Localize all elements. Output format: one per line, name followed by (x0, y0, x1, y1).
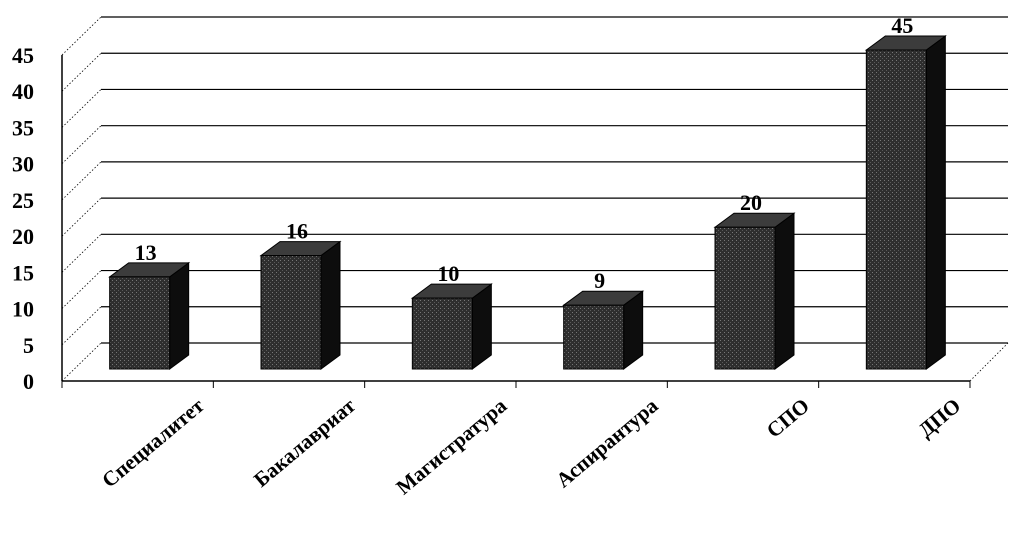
y-tick-label: 30 (12, 152, 34, 177)
bar (259, 240, 342, 370)
category-label: Магистратура (391, 393, 511, 499)
bar (864, 35, 947, 370)
gridline-diagonal (61, 234, 102, 273)
floor-edge (969, 342, 1009, 382)
gridline-diagonal (61, 306, 102, 346)
bar (562, 290, 645, 370)
bar (108, 261, 191, 370)
data-label: 20 (740, 190, 762, 215)
y-tick-label: 35 (12, 115, 34, 140)
y-tick-label: 5 (23, 333, 34, 358)
bar (410, 283, 493, 370)
gridline-diagonal (61, 89, 102, 128)
y-tick-label: 10 (12, 297, 34, 322)
data-label: 13 (135, 240, 157, 265)
bar (713, 212, 796, 370)
data-label: 45 (891, 13, 913, 38)
data-label: 9 (594, 268, 605, 293)
gridline-diagonal (61, 125, 102, 164)
category-label: Специалитет (97, 393, 209, 492)
axes (61, 55, 1009, 388)
gridline-diagonal (61, 342, 102, 382)
gridline-diagonal (61, 52, 102, 92)
data-label: 10 (437, 261, 459, 286)
y-tick-label: 20 (12, 224, 34, 249)
y-tick-labels: 0 5 10 15 20 25 30 35 40 45 (12, 43, 34, 394)
category-label: СПО (762, 393, 814, 442)
bars (108, 35, 947, 370)
data-labels: 13 16 10 9 20 45 (135, 13, 914, 293)
y-tick-label: 25 (12, 188, 34, 213)
category-label: ДПО (914, 393, 966, 442)
category-labels: Специалитет Бакалавриат Магистратура Аспира… (97, 393, 965, 499)
gridline-diagonal (61, 161, 102, 201)
y-tick-label: 15 (12, 260, 34, 285)
category-label: Аспирантура (551, 393, 663, 492)
gridline-diagonal (61, 270, 102, 309)
category-label: Бакалавриат (249, 393, 360, 492)
gridline-diagonal (61, 16, 102, 56)
y-tick-label: 40 (12, 79, 34, 104)
grid-lines (61, 16, 1008, 382)
gridline-diagonal (61, 197, 102, 237)
y-tick-label: 0 (23, 369, 34, 394)
data-label: 16 (286, 219, 308, 244)
y-tick-label: 45 (12, 43, 34, 68)
